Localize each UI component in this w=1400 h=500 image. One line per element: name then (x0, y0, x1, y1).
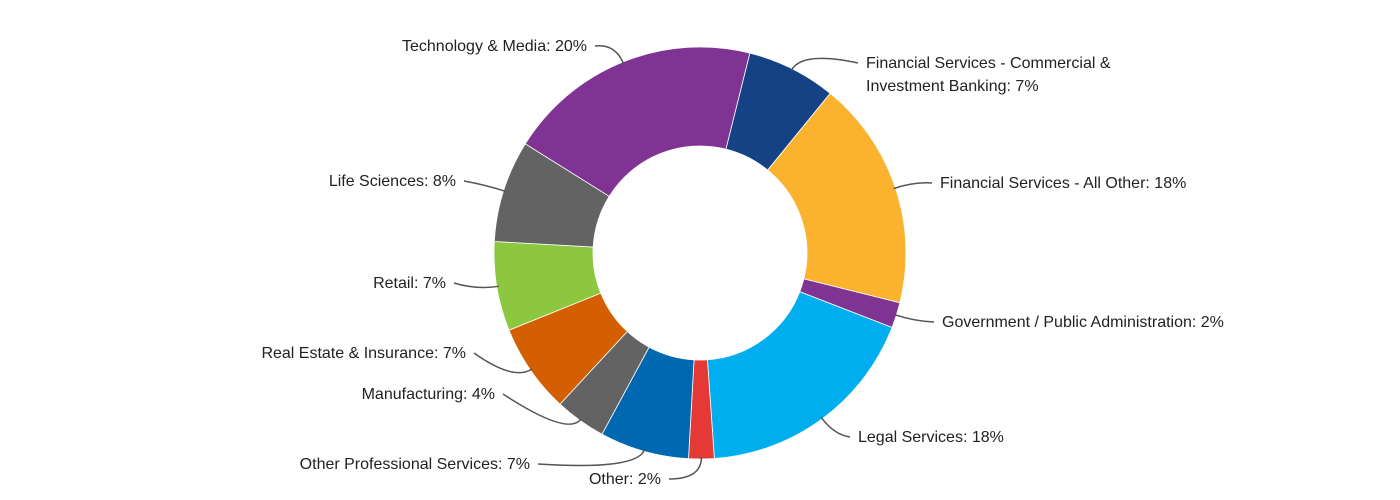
leader-line (894, 313, 935, 323)
data-label-line: Other: 2% (589, 471, 661, 488)
leader-line (537, 448, 646, 467)
leader-line (502, 393, 582, 425)
data-label-line: Life Sciences: 8% (329, 173, 456, 190)
slice-financial-services-all-other (767, 92, 907, 304)
leader-line (893, 182, 933, 190)
data-label: Financial Services - All Other: 18% (940, 175, 1186, 192)
leader-line (594, 44, 625, 65)
data-label-line: Investment Banking: 7% (866, 78, 1039, 95)
leader-line (790, 57, 859, 71)
data-label-line: Other Professional Services: 7% (300, 456, 530, 473)
data-label: Retail: 7% (373, 275, 446, 292)
data-label: Real Estate & Insurance: 7% (261, 345, 466, 362)
data-label-line: Real Estate & Insurance: 7% (261, 345, 466, 362)
leader-line (453, 282, 499, 289)
data-label-line: Technology & Media: 20% (402, 38, 587, 55)
data-label-line: Manufacturing: 4% (362, 386, 495, 403)
data-label: Government / Public Administration: 2% (942, 314, 1224, 331)
data-label-line: Legal Services: 18% (858, 429, 1004, 446)
data-label-line: Financial Services - Commercial & (866, 55, 1111, 72)
data-label-line: Financial Services - All Other: 18% (940, 175, 1186, 192)
slice-technology-media (524, 46, 751, 197)
leader-line (473, 352, 533, 374)
data-label: Life Sciences: 8% (329, 173, 456, 190)
slice-legal-services (707, 291, 893, 459)
leader-line (820, 416, 851, 438)
data-label: Financial Services - Commercial & Investm… (866, 55, 1111, 95)
data-label: Technology & Media: 20% (402, 38, 587, 55)
data-label: Other Professional Services: 7% (300, 456, 530, 473)
data-label: Legal Services: 18% (858, 429, 1004, 446)
data-label: Manufacturing: 4% (362, 386, 495, 403)
leader-line (463, 180, 506, 193)
leader-line (668, 456, 703, 480)
data-label: Other: 2% (589, 471, 661, 488)
data-label-line: Retail: 7% (373, 275, 446, 292)
data-label-line: Government / Public Administration: 2% (942, 314, 1224, 331)
